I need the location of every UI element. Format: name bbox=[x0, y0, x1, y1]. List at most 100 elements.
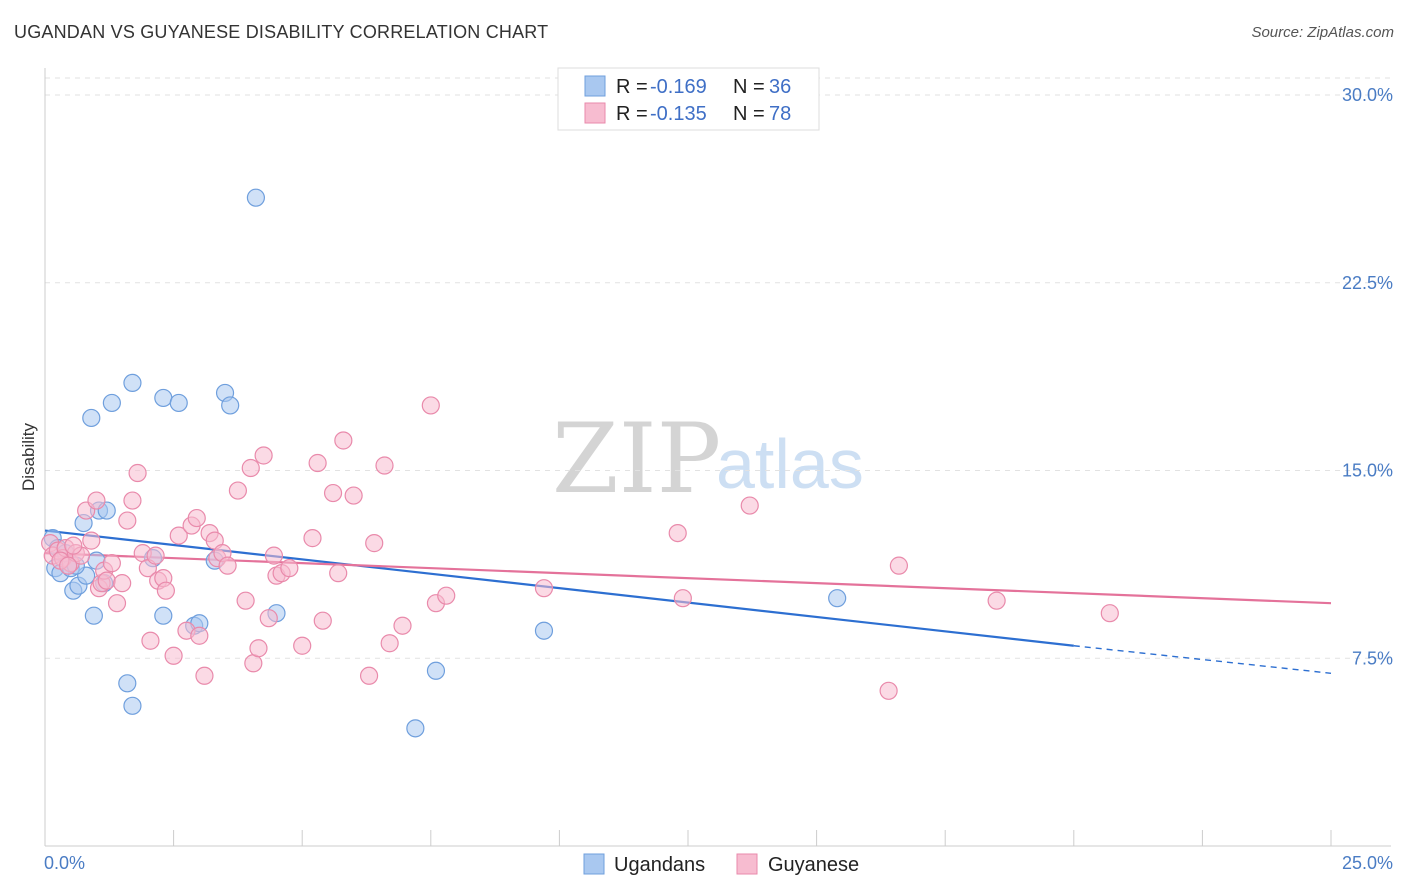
point-guyanese bbox=[228, 481, 247, 500]
legend-n-label-ugandans: N = bbox=[733, 76, 765, 98]
point-guyanese bbox=[889, 556, 909, 575]
point-guyanese bbox=[1100, 604, 1119, 623]
point-guyanese bbox=[156, 581, 175, 600]
legend-bottom-swatch-guyanese bbox=[736, 853, 758, 875]
watermark-atlas: atlas bbox=[716, 425, 864, 503]
point-guyanese bbox=[146, 546, 165, 565]
point-guyanese bbox=[323, 483, 343, 503]
correlation-legend: R = -0.169 N = 36 R = -0.135 N = 78 bbox=[557, 67, 820, 131]
point-ugandans bbox=[534, 621, 554, 640]
chart-source: Source: ZipAtlas.com bbox=[1251, 24, 1394, 41]
point-guyanese bbox=[329, 564, 348, 583]
point-ugandans bbox=[82, 408, 101, 428]
point-guyanese bbox=[128, 463, 147, 483]
point-ugandans bbox=[123, 696, 142, 715]
point-ugandans bbox=[123, 373, 142, 393]
chart-title: UGANDAN VS GUYANESE DISABILITY CORRELATI… bbox=[14, 22, 549, 42]
point-ugandans bbox=[118, 674, 137, 693]
point-ugandans bbox=[406, 719, 425, 738]
point-guyanese bbox=[141, 631, 160, 650]
y-tick-label: 22.5% bbox=[1342, 273, 1393, 293]
trend-line-guyanese bbox=[44, 552, 1332, 605]
point-guyanese bbox=[879, 681, 898, 700]
point-guyanese bbox=[365, 534, 384, 553]
legend-swatch-guyanese bbox=[584, 102, 606, 124]
point-guyanese bbox=[673, 589, 692, 608]
point-guyanese bbox=[59, 556, 78, 575]
point-ugandans bbox=[169, 393, 188, 413]
legend-bottom-label-guyanese: Guyanese bbox=[768, 854, 859, 876]
point-guyanese bbox=[107, 594, 127, 613]
point-guyanese bbox=[668, 523, 687, 543]
x-tick-label-min: 0.0% bbox=[44, 853, 85, 873]
point-guyanese bbox=[280, 559, 299, 578]
point-guyanese bbox=[334, 431, 353, 450]
point-guyanese bbox=[244, 654, 263, 673]
point-guyanese bbox=[218, 556, 237, 575]
point-guyanese bbox=[187, 508, 206, 528]
series-legend: Ugandans Guyanese bbox=[583, 853, 859, 876]
legend-r-value-ugandans: -0.169 bbox=[650, 76, 707, 98]
point-guyanese bbox=[259, 609, 278, 628]
point-guyanese bbox=[195, 666, 214, 685]
point-guyanese bbox=[87, 491, 106, 510]
point-guyanese bbox=[437, 586, 456, 605]
point-guyanese bbox=[359, 666, 379, 685]
y-axis-label: Disability bbox=[19, 422, 38, 491]
legend-bottom-swatch-ugandans bbox=[583, 853, 605, 875]
point-guyanese bbox=[97, 571, 116, 590]
point-guyanese bbox=[82, 531, 101, 550]
point-guyanese bbox=[241, 458, 260, 478]
legend-r-value-guyanese: -0.135 bbox=[650, 103, 707, 125]
point-guyanese bbox=[987, 591, 1006, 610]
point-guyanese bbox=[118, 511, 137, 530]
x-tick-label-max: 25.0% bbox=[1342, 853, 1393, 873]
point-guyanese bbox=[421, 396, 440, 415]
y-tick-label: 7.5% bbox=[1352, 648, 1393, 668]
point-guyanese bbox=[123, 491, 142, 510]
point-guyanese bbox=[254, 446, 273, 465]
point-guyanese bbox=[344, 486, 363, 505]
watermark: ZIP atlas bbox=[552, 403, 864, 515]
point-guyanese bbox=[313, 611, 332, 630]
data-points bbox=[41, 188, 1119, 738]
point-guyanese bbox=[164, 646, 183, 665]
point-guyanese bbox=[740, 496, 759, 515]
point-guyanese bbox=[113, 574, 132, 593]
point-guyanese bbox=[393, 616, 412, 635]
legend-r-label-guyanese: R = bbox=[616, 103, 648, 125]
legend-bottom-label-ugandans: Ugandans bbox=[614, 854, 705, 876]
point-guyanese bbox=[64, 536, 83, 555]
point-guyanese bbox=[375, 456, 394, 475]
legend-swatch-ugandans bbox=[584, 75, 606, 97]
legend-n-value-guyanese: 78 bbox=[769, 103, 791, 125]
point-guyanese bbox=[264, 546, 284, 565]
point-guyanese bbox=[308, 453, 327, 473]
point-guyanese bbox=[534, 579, 554, 598]
point-ugandans bbox=[828, 589, 847, 608]
point-guyanese bbox=[169, 526, 188, 545]
point-guyanese bbox=[236, 591, 255, 610]
point-ugandans bbox=[221, 396, 240, 415]
point-guyanese bbox=[303, 529, 322, 548]
y-tick-label: 15.0% bbox=[1342, 461, 1393, 481]
point-guyanese bbox=[380, 634, 399, 653]
point-guyanese bbox=[293, 636, 312, 655]
point-ugandans bbox=[426, 661, 446, 680]
point-guyanese bbox=[102, 554, 121, 573]
point-ugandans bbox=[154, 606, 173, 625]
axes: 0.0% 25.0% bbox=[44, 68, 1393, 873]
legend-n-value-ugandans: 36 bbox=[769, 76, 791, 98]
point-ugandans bbox=[102, 393, 121, 413]
point-ugandans bbox=[246, 188, 266, 207]
legend-n-label-guyanese: N = bbox=[733, 103, 765, 125]
point-ugandans bbox=[84, 606, 103, 625]
y-tick-label: 30.0% bbox=[1342, 85, 1393, 105]
legend-r-label-ugandans: R = bbox=[616, 76, 648, 98]
trend-extension-ugandans bbox=[1073, 645, 1332, 674]
point-guyanese bbox=[249, 639, 268, 658]
point-ugandans bbox=[154, 388, 173, 408]
watermark-zip: ZIP bbox=[552, 403, 721, 515]
point-guyanese bbox=[190, 626, 209, 645]
